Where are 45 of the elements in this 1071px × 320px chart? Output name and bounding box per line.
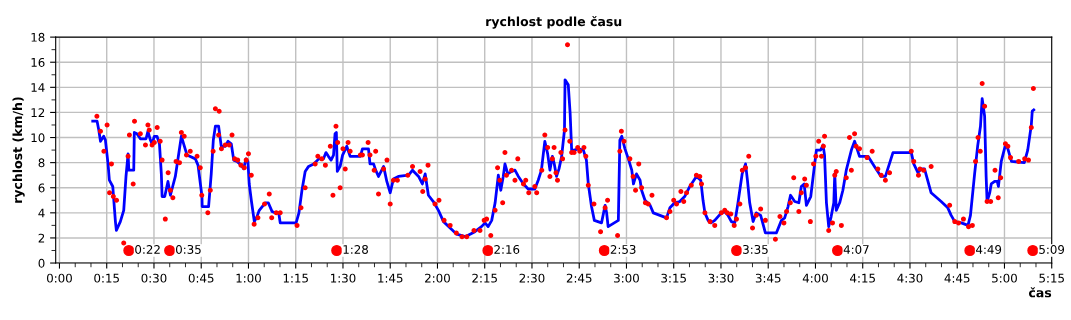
x-tick-label: 3:00 xyxy=(614,273,639,283)
x-tick-label: 3:45 xyxy=(755,273,781,283)
y-tick-label: 8 xyxy=(38,158,45,168)
y-tick-label: 10 xyxy=(31,133,45,143)
y-tick-label: 16 xyxy=(31,57,45,67)
x-tick-label: 4:30 xyxy=(897,273,923,283)
x-tick-label: 1:30 xyxy=(331,273,356,283)
x-tick-label: 2:30 xyxy=(519,273,545,283)
x-tick-label: 4:45 xyxy=(944,273,970,283)
y-tick-label: 6 xyxy=(38,183,45,193)
annotation: 0:22 xyxy=(135,244,160,254)
y-tick-label: 0 xyxy=(38,258,45,268)
line-series xyxy=(91,78,1036,239)
x-tick-label: 5:00 xyxy=(992,273,1017,283)
x-tick-label: 5:15 xyxy=(1039,273,1064,283)
y-tick-label: 14 xyxy=(31,83,45,92)
annotation: 0:35 xyxy=(175,244,201,254)
x-tick-label: 1:00 xyxy=(236,273,261,283)
x-tick-label: 4:00 xyxy=(802,273,828,283)
x-tick-label: 3:30 xyxy=(708,273,734,283)
annotation: 4:49 xyxy=(976,244,1002,254)
x-tick-label: 1:45 xyxy=(378,273,403,283)
x-tick-label: 2:00 xyxy=(425,273,450,283)
annotation: 1:28 xyxy=(343,244,368,254)
x-tick-label: 1:15 xyxy=(283,273,308,283)
x-tick-label: 0:45 xyxy=(188,273,214,283)
annotation: 2:16 xyxy=(494,244,520,254)
x-tick-label: 0:00 xyxy=(47,273,72,283)
annotation: 3:35 xyxy=(743,244,768,254)
y-tick-label: 12 xyxy=(31,108,45,117)
y-axis-title: rychlost (km/h) xyxy=(12,97,25,203)
x-tick-label: 0:30 xyxy=(141,273,167,283)
chart-title: rychlost podle času xyxy=(486,16,622,29)
x-tick-label: 3:15 xyxy=(661,273,686,283)
x-tick-label: 2:45 xyxy=(566,273,592,283)
annotation: 4:07 xyxy=(843,244,869,254)
x-tick-label: 2:15 xyxy=(472,273,497,283)
annotation: 5:09 xyxy=(1039,244,1065,254)
x-tick-label: 4:15 xyxy=(850,273,875,283)
y-tick-label: 2 xyxy=(38,233,45,243)
y-tick-label: 4 xyxy=(38,208,45,218)
x-tick-label: 0:15 xyxy=(94,273,119,283)
x-axis-title: čas xyxy=(1028,287,1052,298)
y-tick-label: 18 xyxy=(31,32,45,42)
annotation: 2:53 xyxy=(610,244,636,254)
